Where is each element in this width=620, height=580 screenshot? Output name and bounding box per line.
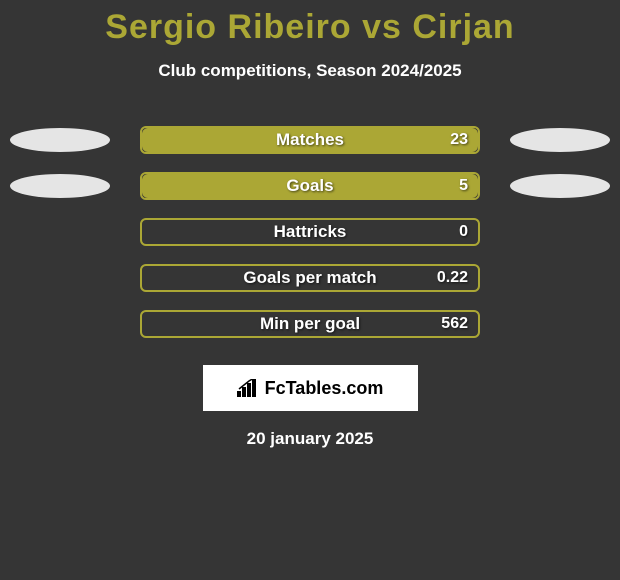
subtitle: Club competitions, Season 2024/2025 xyxy=(0,61,620,81)
stat-value: 0.22 xyxy=(437,269,468,287)
stat-row: Hattricks 0 xyxy=(0,209,620,255)
stat-value: 0 xyxy=(459,223,468,241)
stat-label: Goals xyxy=(286,176,333,196)
stat-label: Hattricks xyxy=(274,222,347,242)
stat-value: 562 xyxy=(441,315,468,333)
stat-row: Matches 23 xyxy=(0,117,620,163)
brand-box: FcTables.com xyxy=(203,365,418,411)
left-ellipse xyxy=(10,128,110,152)
brand-label: FcTables.com xyxy=(237,378,384,399)
stat-bar: Hattricks 0 xyxy=(140,218,480,246)
left-ellipse xyxy=(10,174,110,198)
page-title: Sergio Ribeiro vs Cirjan xyxy=(0,0,620,47)
right-ellipse xyxy=(510,174,610,198)
stat-row: Min per goal 562 xyxy=(0,301,620,347)
stat-value: 23 xyxy=(450,131,468,149)
stat-label: Min per goal xyxy=(260,314,360,334)
brand-text: FcTables.com xyxy=(265,378,384,399)
stat-label: Matches xyxy=(276,130,344,150)
date-label: 20 january 2025 xyxy=(0,429,620,449)
stat-bar: Matches 23 xyxy=(140,126,480,154)
stats-container: Matches 23 Goals 5 Hattricks 0 Goals per… xyxy=(0,117,620,347)
stat-bar: Goals 5 xyxy=(140,172,480,200)
stat-bar: Goals per match 0.22 xyxy=(140,264,480,292)
stat-label: Goals per match xyxy=(243,268,376,288)
stat-bar: Min per goal 562 xyxy=(140,310,480,338)
stat-value: 5 xyxy=(459,177,468,195)
stat-row: Goals per match 0.22 xyxy=(0,255,620,301)
stat-row: Goals 5 xyxy=(0,163,620,209)
chart-icon xyxy=(237,379,259,397)
right-ellipse xyxy=(510,128,610,152)
